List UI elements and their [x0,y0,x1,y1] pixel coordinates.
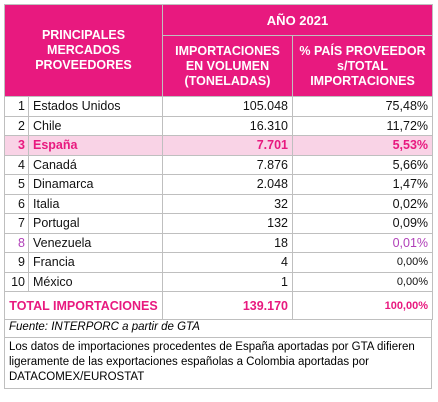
percent-cell: 5,66% [291,154,434,175]
percent-cell: 0,01% [291,232,434,253]
data-row: 7 Portugal 132 0,09% [4,213,434,234]
table-container: PRINCIPALES MERCADOS PROVEEDORES AÑO 2021… [4,4,434,389]
percent-cell: 1,47% [291,174,434,195]
volume-cell: 2.048 [162,174,293,195]
total-volume: 139.170 [162,291,293,320]
rank-cell: 9 [4,252,29,273]
header-year: AÑO 2021 [161,4,434,36]
rank-cell: 1 [4,96,29,117]
total-row: TOTAL IMPORTACIONES 139.170 100,00% [4,291,434,320]
rank-cell: 6 [4,193,29,214]
header-row: IMPORTACIONES EN VOLUMEN (TONELADAS)% PA… [5,35,434,97]
percent-cell: 0,02% [291,193,434,214]
data-row: 4 Canadá 7.876 5,66% [4,154,434,175]
volume-cell: 18 [162,232,293,253]
volume-cell: 32 [162,193,293,214]
country-cell: Francia [28,252,163,273]
country-cell: Dinamarca [28,174,163,195]
data-row: 6 Italia 32 0,02% [4,193,434,214]
country-cell: Portugal [28,213,163,234]
total-label: TOTAL IMPORTACIONES [4,291,163,320]
note: Los datos de importaciones procedentes d… [4,338,432,389]
volume-cell: 105.048 [162,96,293,117]
data-row: 9 Francia 4 0,00% [4,252,434,273]
country-cell: Chile [28,115,163,136]
percent-cell: 75,48% [291,96,434,117]
rank-cell: 10 [4,271,29,292]
volume-cell: 7.701 [162,135,293,156]
country-cell: Canadá [28,154,163,175]
data-row: 1 Estados Unidos 105.048 75,48% [4,96,434,117]
rank-cell: 2 [4,115,29,136]
rank-cell: 8 [4,232,29,253]
percent-cell: 0,09% [291,213,434,234]
rank-cell: 3 [4,135,29,156]
header-row: PRINCIPALES MERCADOS PROVEEDORES AÑO 2021 [4,4,434,97]
country-cell: Italia [28,193,163,214]
country-cell: Estados Unidos [28,96,163,117]
header-markets: PRINCIPALES MERCADOS PROVEEDORES [4,4,163,97]
percent-cell: 11,72% [291,115,434,136]
data-table: PRINCIPALES MERCADOS PROVEEDORES AÑO 2021… [4,4,434,320]
country-cell: México [28,271,163,292]
rank-cell: 5 [4,174,29,195]
data-row: 2 Chile 16.310 11,72% [4,115,434,136]
volume-cell: 1 [162,271,293,292]
source: Fuente: INTERPORC a partir de GTA [4,320,432,338]
percent-cell: 5,53% [291,135,434,156]
percent-cell: 0,00% [291,252,434,273]
percent-cell: 0,00% [291,271,434,292]
data-row: 8 Venezuela 18 0,01% [4,232,434,253]
volume-cell: 4 [162,252,293,273]
country-cell: España [28,135,163,156]
data-row: 3 España 7.701 5,53% [4,135,434,156]
data-row: 10 México 1 0,00% [4,271,434,292]
data-row: 5 Dinamarca 2.048 1,47% [4,174,434,195]
volume-cell: 7.876 [162,154,293,175]
rank-cell: 7 [4,213,29,234]
volume-cell: 132 [162,213,293,234]
total-percent: 100,00% [291,291,434,320]
rank-cell: 4 [4,154,29,175]
country-cell: Venezuela [28,232,163,253]
volume-cell: 16.310 [162,115,293,136]
header-percent: % PAÍS PROVEEDOR s/TOTAL IMPORTACIONES [291,35,434,97]
header-volume: IMPORTACIONES EN VOLUMEN (TONELADAS) [162,35,293,97]
